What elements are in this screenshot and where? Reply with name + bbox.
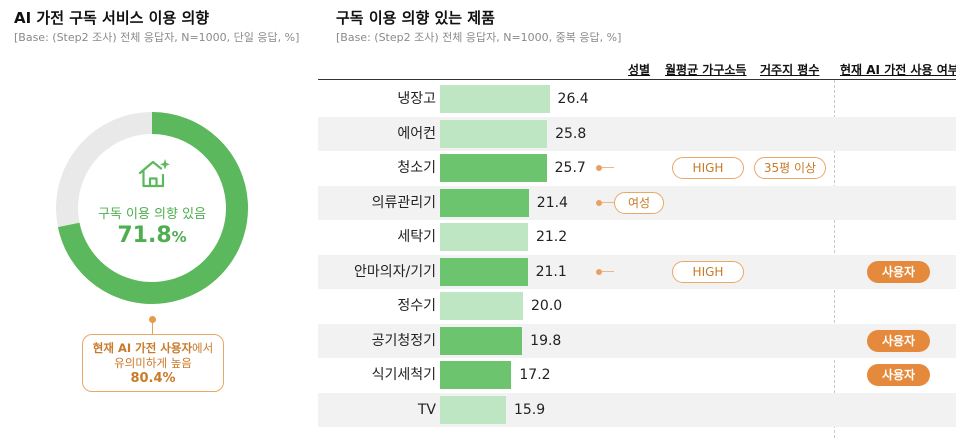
tag-gender: 여성 [614, 191, 664, 214]
bar [440, 257, 528, 286]
header-income: 월평균 가구소득 [665, 63, 747, 77]
left-chart-title: AI 가전 구독 서비스 이용 의향 [14, 9, 210, 27]
value-label: 25.7 [554, 160, 586, 176]
bar-row: 의류관리기 21.4 여성 [318, 185, 956, 220]
callout-rest-text: 에서 [192, 341, 214, 355]
tag-area: 35평 이상 [754, 157, 826, 179]
bar [440, 188, 529, 217]
value-label: 17.2 [519, 367, 551, 383]
bar-row: 냉장고 26.4 [318, 82, 956, 116]
right-chart-subtitle: [Base: (Step2 조사) 전체 응답자, N=1000, 중복 응답,… [336, 31, 622, 44]
tag-ai-user: 사용자 [867, 364, 930, 386]
callout-bold-text: 현재 AI 가전 사용자 [92, 341, 193, 355]
header-gender: 성별 [628, 63, 651, 77]
bar-row: 안마의자/기기 21.1 HIGH 사용자 [318, 254, 956, 289]
tag-dot [596, 268, 602, 275]
category-label: 에어컨 [397, 125, 436, 142]
right-panel: 구독 이용 의향 있는 제품 [Base: (Step2 조사) 전체 응답자,… [318, 0, 956, 448]
tag-connector [602, 201, 614, 203]
donut-value-unit: % [171, 228, 187, 246]
tag-connector [602, 270, 614, 272]
donut-chart [56, 112, 248, 304]
category-label: 안마의자/기기 [354, 263, 436, 280]
callout-dot [149, 316, 156, 323]
user-callout: 현재 AI 가전 사용자에서 유의미하게 높음 80.4% [82, 334, 224, 392]
bar-row: 에어컨 25.8 [318, 116, 956, 151]
bar [440, 154, 547, 182]
category-label: TV [417, 401, 436, 418]
tag-income: HIGH [672, 157, 744, 179]
category-label: 식기세척기 [371, 367, 436, 383]
bar-row: 정수기 20.0 [318, 289, 956, 323]
bar [440, 326, 523, 355]
value-label: 21.4 [536, 194, 568, 211]
tag-dot [596, 199, 602, 206]
bar-row: 청소기 25.7 HIGH 35평 이상 [318, 151, 956, 185]
header-ai-user: 현재 AI 가전 사용 여부 [840, 63, 956, 77]
value-label: 20.0 [531, 298, 563, 314]
donut-slice-intent [57, 112, 248, 304]
header-rule [318, 79, 956, 80]
bar [440, 119, 548, 148]
category-label: 세탁기 [397, 229, 436, 245]
bar-row: 세탁기 21.2 [318, 220, 956, 254]
bar-row: 공기청정기 19.8 사용자 [318, 323, 956, 358]
smart-home-icon [138, 159, 170, 188]
bar [440, 361, 512, 389]
callout-connector [152, 320, 153, 336]
tag-dot [596, 165, 602, 171]
bar-row: TV 15.9 [318, 392, 956, 427]
bar-row: 식기세척기 17.2 사용자 [318, 358, 956, 392]
left-chart-subtitle: [Base: (Step2 조사) 전체 응답자, N=1000, 단일 응답,… [14, 31, 300, 44]
value-label: 21.2 [535, 229, 568, 245]
tag-income: HIGH [672, 260, 744, 283]
tag-ai-user: 사용자 [867, 260, 930, 283]
bar [440, 292, 523, 320]
right-chart-title: 구독 이용 의향 있는 제품 [336, 9, 495, 27]
category-label: 냉장고 [397, 91, 436, 107]
value-label: 15.9 [513, 401, 546, 418]
category-label: 공기청정기 [371, 332, 436, 349]
bar [440, 395, 506, 424]
value-label: 21.1 [535, 263, 567, 280]
tag-connector [602, 167, 614, 168]
category-label: 청소기 [397, 160, 436, 176]
bar [440, 223, 528, 251]
bar [440, 85, 550, 113]
value-label: 19.8 [530, 332, 562, 349]
category-label: 의류관리기 [371, 194, 436, 211]
tag-ai-user: 사용자 [867, 329, 930, 352]
donut-caption: 구독 이용 의향 있음 [97, 207, 207, 222]
left-panel: AI 가전 구독 서비스 이용 의향 [Base: (Step2 조사) 전체 … [0, 0, 300, 448]
header-area: 거주지 평수 [760, 63, 820, 77]
donut-value-number: 71.8 [117, 223, 172, 248]
callout-line2: 유의미하게 높음 [114, 356, 192, 370]
value-label: 26.4 [557, 91, 589, 107]
category-label: 정수기 [397, 298, 436, 314]
callout-value: 80.4% [130, 371, 176, 386]
value-label: 25.8 [555, 125, 587, 142]
donut-value: 71.8% [52, 223, 252, 248]
